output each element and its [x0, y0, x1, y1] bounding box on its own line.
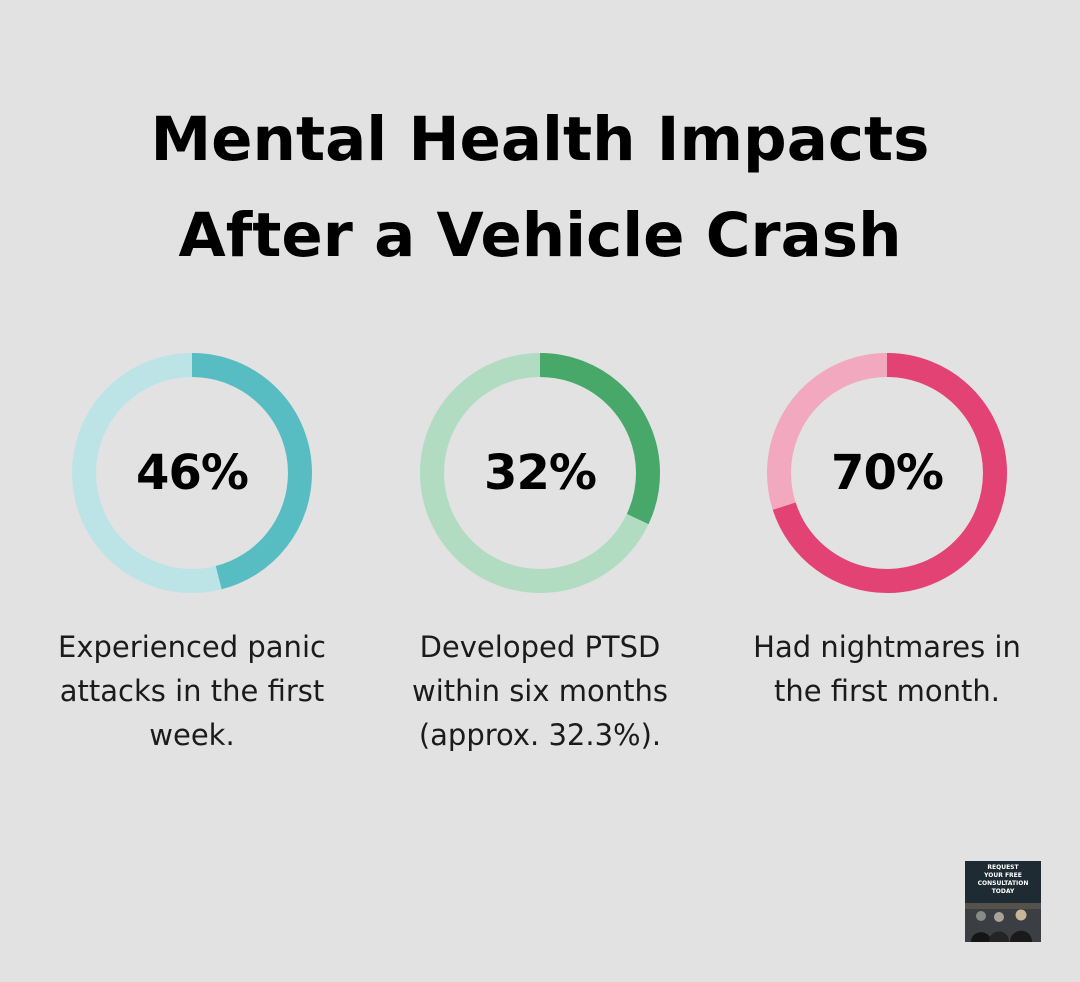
- donut-svg: [767, 353, 1007, 593]
- donut-value-arc: [72, 353, 312, 593]
- percentage-label: 70%: [831, 445, 944, 501]
- title-line-2: After a Vehicle Crash: [178, 200, 902, 271]
- consultation-banner-text: REQUEST YOUR FREE CONSULTATION TODAY: [965, 864, 1041, 896]
- promo-line-3: CONSULTATION: [977, 880, 1029, 887]
- donut-chart-panic-attacks: 46%: [72, 353, 312, 593]
- donut-value-arc: [420, 353, 660, 593]
- stat-caption: Had nightmares in the first month.: [753, 630, 1021, 708]
- stat-caption: Experienced panic attacks in the first w…: [58, 630, 326, 752]
- promo-line-2: YOUR FREE: [984, 872, 1022, 879]
- percentage-label: 32%: [484, 445, 597, 501]
- promo-line-4: TODAY: [991, 888, 1015, 895]
- title-line-1: Mental Health Impacts: [150, 104, 930, 175]
- donut-value-arc: [767, 353, 1007, 593]
- donut-chart-ptsd: 32%: [420, 353, 660, 593]
- donut-svg: [420, 353, 660, 593]
- percentage-label: 46%: [136, 445, 249, 501]
- attorneys-photo: [965, 903, 1041, 942]
- donut-chart-nightmares: 70%: [767, 353, 1007, 593]
- stat-caption: Developed PTSD within six months (approx…: [412, 630, 668, 752]
- consultation-banner[interactable]: REQUEST YOUR FREE CONSULTATION TODAY: [965, 861, 1041, 942]
- promo-line-1: REQUEST: [987, 864, 1019, 871]
- page-title: Mental Health Impacts After a Vehicle Cr…: [0, 92, 1080, 284]
- donut-svg: [72, 353, 312, 593]
